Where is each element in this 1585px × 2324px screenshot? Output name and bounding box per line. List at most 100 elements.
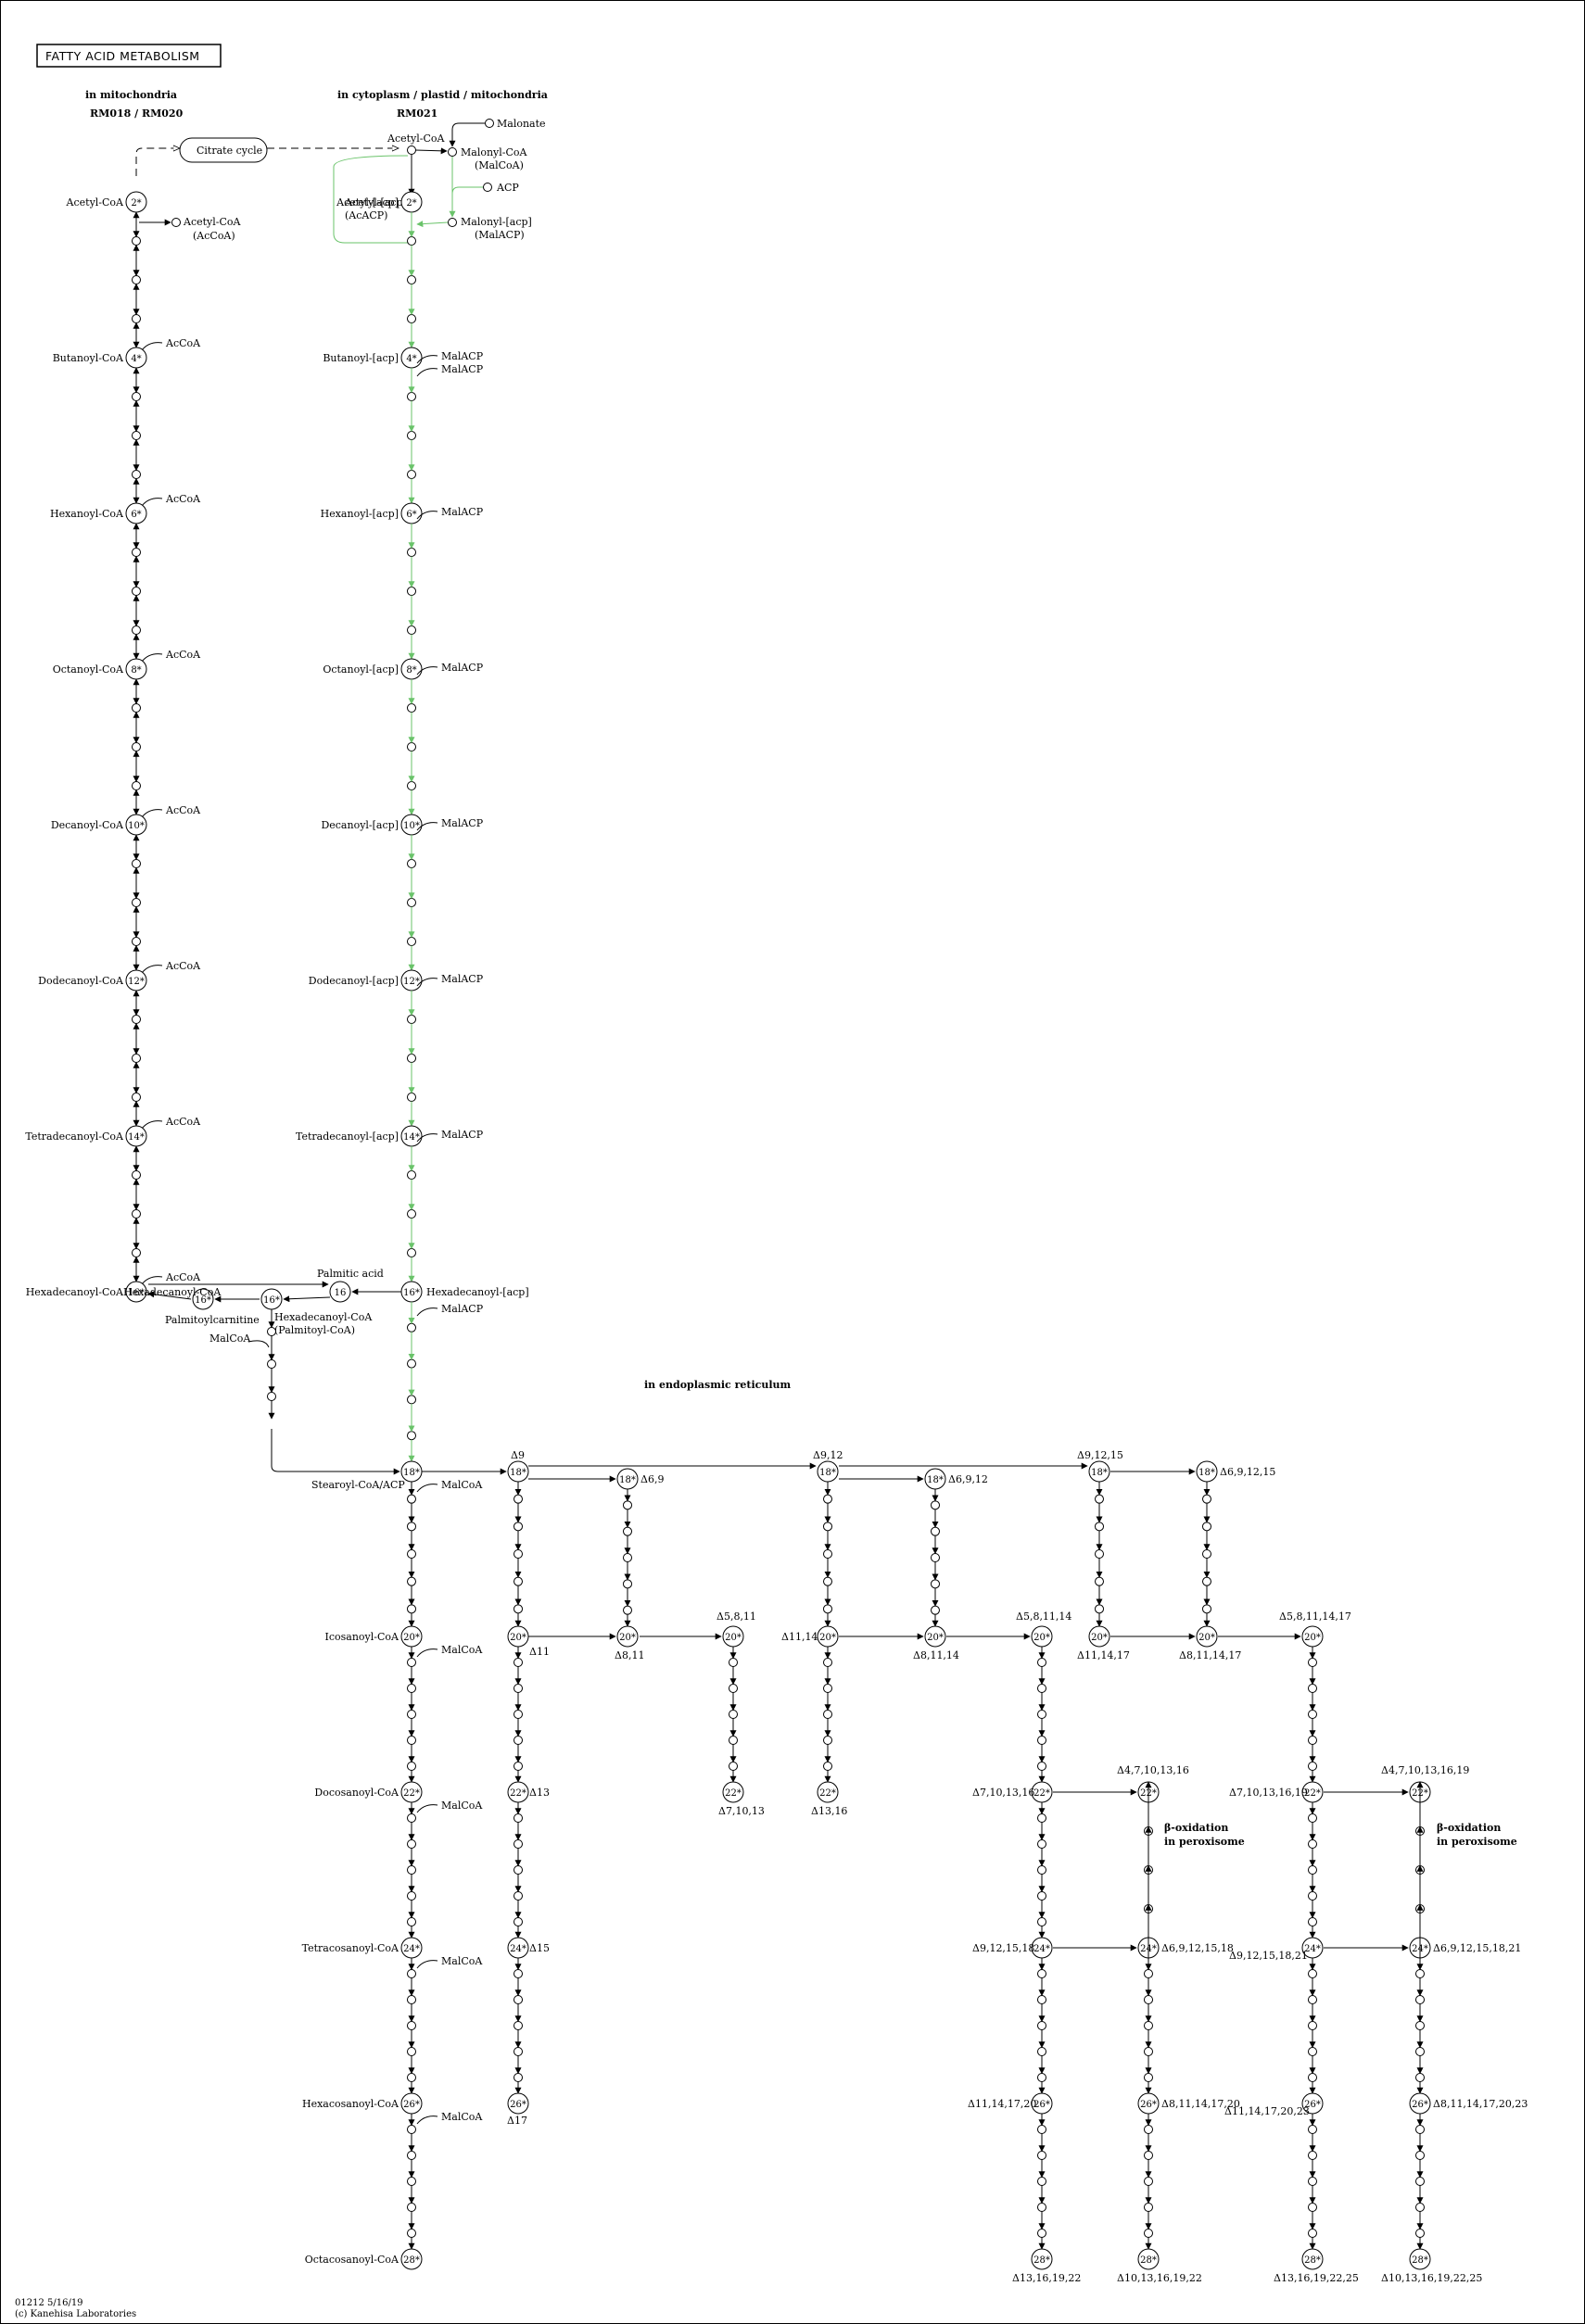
intermediate-node[interactable] [132,1054,141,1063]
intermediate-node[interactable] [1095,1576,1104,1586]
intermediate-node[interactable] [407,1395,416,1405]
intermediate-node[interactable] [1037,2203,1046,2212]
intermediate-node[interactable] [1037,2177,1046,2186]
intermediate-node[interactable] [823,1549,832,1559]
intermediate-node[interactable] [407,1684,416,1693]
intermediate-node[interactable] [132,431,141,440]
intermediate-node[interactable] [407,1093,416,1102]
intermediate-node[interactable] [1144,2203,1153,2212]
intermediate-node[interactable] [407,275,416,284]
intermediate-node[interactable] [823,1604,832,1614]
intermediate-node[interactable] [407,470,416,479]
intermediate-node[interactable] [407,1865,416,1875]
intermediate-node[interactable] [514,1865,523,1875]
intermediate-node[interactable] [267,1392,276,1401]
intermediate-node[interactable] [407,2047,416,2056]
intermediate-node[interactable] [623,1500,632,1510]
intermediate-node[interactable] [407,703,416,713]
er-c2-node-1[interactable] [616,1625,639,1648]
intermediate-node[interactable] [407,1995,416,2004]
intermediate-node[interactable] [1202,1494,1211,1504]
palmitoylcarnitine-node[interactable] [192,1288,214,1310]
intermediate-node[interactable] [132,1248,141,1257]
intermediate-node[interactable] [1037,1658,1046,1667]
intermediate-node[interactable] [823,1736,832,1745]
intermediate-node[interactable] [931,1500,940,1510]
malonate-node[interactable] [485,119,494,128]
intermediate-node[interactable] [407,1015,416,1024]
intermediate-node[interactable] [132,392,141,401]
intermediate-node[interactable] [729,1658,738,1667]
intermediate-node[interactable] [1415,2177,1425,2186]
intermediate-node[interactable] [407,1549,416,1559]
intermediate-node[interactable] [407,314,416,323]
intermediate-node[interactable] [823,1684,832,1693]
intermediate-node[interactable] [132,470,141,479]
intermediate-node[interactable] [729,1762,738,1771]
intermediate-node[interactable] [931,1553,940,1562]
intermediate-node[interactable] [1037,2021,1046,2030]
intermediate-node[interactable] [1308,2021,1317,2030]
mito-node-16[interactable] [125,1281,147,1303]
intermediate-node[interactable] [407,2125,416,2134]
intermediate-node[interactable] [1037,1710,1046,1719]
intermediate-node[interactable] [1308,2047,1317,2056]
er-c8-node-1[interactable] [1088,1625,1110,1648]
intermediate-node[interactable] [514,1891,523,1901]
malonylacp-node[interactable] [448,218,457,227]
intermediate-node[interactable] [407,1604,416,1614]
intermediate-node[interactable] [623,1526,632,1536]
intermediate-node[interactable] [1037,1762,1046,1771]
intermediate-node[interactable] [1037,1995,1046,2004]
er-c6-node-4[interactable] [1031,2248,1053,2270]
intermediate-node[interactable] [1308,1969,1317,1978]
intermediate-node[interactable] [407,1658,416,1667]
intermediate-node[interactable] [1308,2229,1317,2238]
intermediate-node[interactable] [407,236,416,246]
intermediate-node[interactable] [1037,1813,1046,1823]
intermediate-node[interactable] [1144,2151,1153,2160]
intermediate-node[interactable] [407,1710,416,1719]
intermediate-node[interactable] [1308,1710,1317,1719]
intermediate-node[interactable] [407,1891,416,1901]
intermediate-node[interactable] [1095,1549,1104,1559]
intermediate-node[interactable] [1037,1736,1046,1745]
intermediate-node[interactable] [1415,1995,1425,2004]
intermediate-node[interactable] [514,1658,523,1667]
intermediate-node[interactable] [407,1248,416,1257]
intermediate-node[interactable] [514,1917,523,1926]
intermediate-node[interactable] [132,1209,141,1219]
intermediate-node[interactable] [132,1093,141,1102]
intermediate-node[interactable] [407,2203,416,2212]
intermediate-node[interactable] [1144,1969,1153,1978]
intermediate-node[interactable] [514,1710,523,1719]
intermediate-node[interactable] [514,2073,523,2082]
intermediate-node[interactable] [729,1684,738,1693]
acp-node[interactable] [483,183,492,192]
intermediate-node[interactable] [132,236,141,246]
intermediate-node[interactable] [823,1576,832,1586]
intermediate-node[interactable] [132,275,141,284]
intermediate-node[interactable] [407,2021,416,2030]
intermediate-node[interactable] [407,2177,416,2186]
intermediate-node[interactable] [267,1359,276,1369]
intermediate-node[interactable] [407,1054,416,1063]
er-c4-node-2[interactable] [817,1781,839,1803]
intermediate-node[interactable] [407,1736,416,1745]
intermediate-node[interactable] [823,1494,832,1504]
malonylcoa-node[interactable] [448,147,457,157]
intermediate-node[interactable] [1144,2021,1153,2030]
er-c1-node-4[interactable] [507,2092,529,2115]
intermediate-node[interactable] [514,1736,523,1745]
intermediate-node[interactable] [514,1995,523,2004]
intermediate-node[interactable] [407,1522,416,1532]
intermediate-node[interactable] [1415,2073,1425,2082]
intermediate-node[interactable] [1308,1813,1317,1823]
intermediate-node[interactable] [1308,2177,1317,2186]
er-elong-node-5[interactable] [400,2248,423,2270]
intermediate-node[interactable] [1095,1604,1104,1614]
intermediate-node[interactable] [1415,2229,1425,2238]
intermediate-node[interactable] [514,1969,523,1978]
intermediate-node[interactable] [1308,1917,1317,1926]
intermediate-node[interactable] [823,1658,832,1667]
